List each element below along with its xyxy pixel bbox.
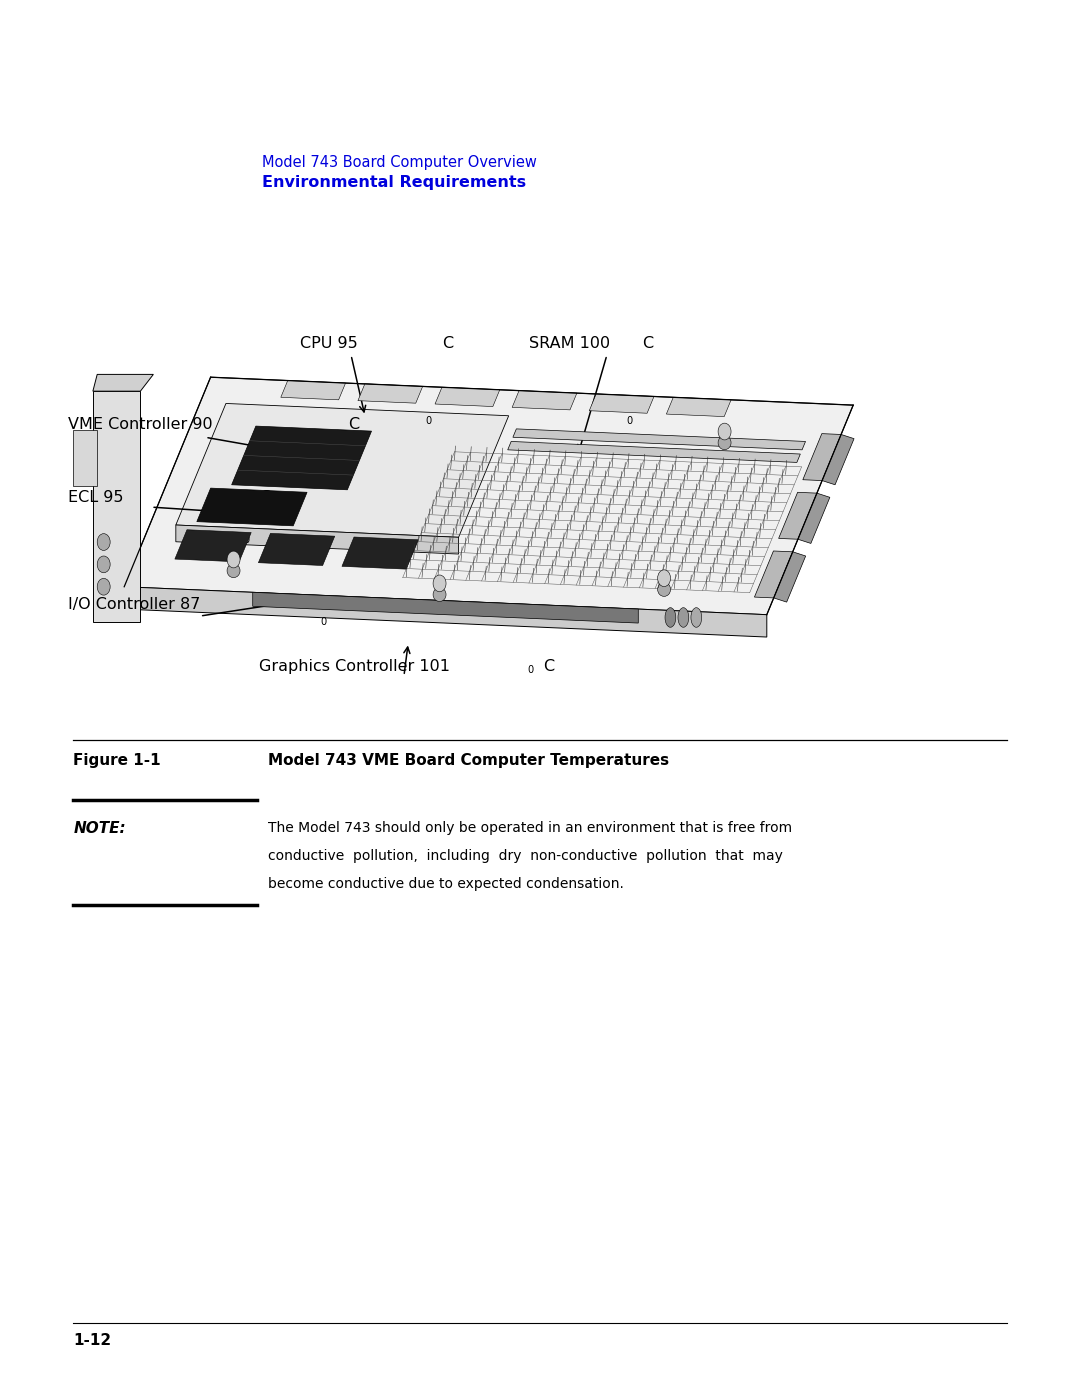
Text: Model 743 Board Computer Overview: Model 743 Board Computer Overview (262, 155, 538, 170)
Circle shape (433, 576, 446, 592)
Text: 0: 0 (626, 416, 633, 426)
Text: C: C (259, 489, 271, 504)
Text: C: C (349, 416, 360, 432)
Polygon shape (124, 377, 853, 615)
Polygon shape (508, 441, 800, 462)
Polygon shape (512, 391, 577, 409)
Text: C: C (336, 597, 348, 612)
Text: C: C (643, 335, 653, 351)
Circle shape (97, 578, 110, 595)
Text: 0: 0 (527, 665, 534, 675)
Text: 0: 0 (426, 416, 432, 426)
Text: ECL 95: ECL 95 (68, 489, 123, 504)
Polygon shape (779, 492, 816, 539)
Ellipse shape (678, 608, 689, 627)
Circle shape (658, 570, 671, 587)
Polygon shape (93, 374, 153, 391)
Polygon shape (342, 536, 418, 569)
Polygon shape (798, 493, 829, 543)
Ellipse shape (227, 564, 240, 578)
Text: 1-12: 1-12 (73, 1333, 111, 1348)
Text: become conductive due to expected condensation.: become conductive due to expected conden… (268, 877, 624, 891)
Text: VME Controller 90: VME Controller 90 (68, 416, 213, 432)
Text: conductive  pollution,  including  dry  non-conductive  pollution  that  may: conductive pollution, including dry non-… (268, 849, 783, 863)
Text: The Model 743 should only be operated in an environment that is free from: The Model 743 should only be operated in… (268, 821, 792, 835)
Text: Graphics Controller 101: Graphics Controller 101 (259, 658, 450, 673)
Text: C: C (543, 658, 554, 673)
Text: CPU 95: CPU 95 (300, 335, 357, 351)
Text: 0: 0 (243, 535, 249, 545)
Circle shape (97, 556, 110, 573)
Polygon shape (822, 434, 854, 485)
Ellipse shape (718, 436, 731, 450)
Polygon shape (773, 552, 806, 602)
Polygon shape (666, 397, 731, 416)
Polygon shape (197, 488, 307, 525)
Ellipse shape (665, 608, 676, 627)
Text: 0: 0 (333, 479, 339, 489)
Polygon shape (176, 525, 459, 555)
Polygon shape (231, 426, 372, 490)
Text: C: C (442, 335, 453, 351)
Polygon shape (590, 394, 654, 414)
Polygon shape (124, 587, 767, 637)
Polygon shape (258, 534, 335, 566)
Polygon shape (513, 429, 806, 450)
Text: Model 743 VME Board Computer Temperatures: Model 743 VME Board Computer Temperature… (268, 753, 669, 768)
Circle shape (718, 423, 731, 440)
Text: SRAM 100: SRAM 100 (529, 335, 610, 351)
Circle shape (97, 534, 110, 550)
Text: 0: 0 (320, 617, 326, 627)
Polygon shape (357, 384, 422, 404)
Text: Figure 1-1: Figure 1-1 (73, 753, 161, 768)
Polygon shape (253, 592, 638, 623)
Ellipse shape (658, 583, 671, 597)
Ellipse shape (433, 588, 446, 602)
Text: I/O Controller 87: I/O Controller 87 (68, 597, 201, 612)
Polygon shape (435, 387, 500, 407)
Text: NOTE:: NOTE: (73, 821, 126, 837)
Polygon shape (755, 550, 793, 598)
Circle shape (227, 552, 240, 569)
Polygon shape (802, 433, 841, 481)
Text: Environmental Requirements: Environmental Requirements (262, 175, 527, 190)
Polygon shape (175, 529, 252, 562)
Ellipse shape (691, 608, 702, 627)
Polygon shape (281, 380, 346, 400)
Bar (93, 391, 140, 622)
Bar (73, 430, 97, 486)
Polygon shape (176, 404, 509, 538)
